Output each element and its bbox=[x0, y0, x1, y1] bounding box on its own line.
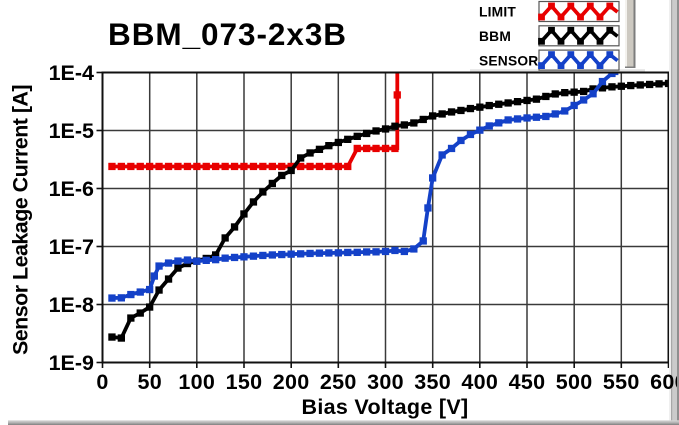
svg-text:600: 600 bbox=[650, 370, 679, 394]
svg-text:SENSOR: SENSOR bbox=[479, 53, 538, 68]
svg-text:1E-6: 1E-6 bbox=[49, 177, 94, 201]
svg-text:Bias Voltage [V]: Bias Voltage [V] bbox=[302, 395, 469, 419]
svg-text:1E-8: 1E-8 bbox=[49, 293, 94, 317]
svg-text:1E-9: 1E-9 bbox=[49, 351, 94, 375]
svg-text:250: 250 bbox=[320, 370, 357, 394]
svg-text:100: 100 bbox=[178, 370, 215, 394]
svg-text:BBM: BBM bbox=[479, 29, 511, 44]
svg-text:350: 350 bbox=[414, 370, 451, 394]
svg-text:400: 400 bbox=[461, 370, 498, 394]
svg-text:Sensor Leakage Current [A]: Sensor Leakage Current [A] bbox=[9, 85, 33, 355]
svg-text:BBM_073-2x3B: BBM_073-2x3B bbox=[108, 16, 347, 52]
svg-text:1E-4: 1E-4 bbox=[49, 61, 94, 85]
svg-text:300: 300 bbox=[367, 370, 404, 394]
svg-text:450: 450 bbox=[509, 370, 546, 394]
svg-text:550: 550 bbox=[603, 370, 640, 394]
svg-text:150: 150 bbox=[226, 370, 263, 394]
svg-text:0: 0 bbox=[96, 370, 108, 394]
svg-text:500: 500 bbox=[556, 370, 593, 394]
svg-text:50: 50 bbox=[137, 370, 162, 394]
svg-text:1E-7: 1E-7 bbox=[49, 235, 94, 259]
svg-text:1E-5: 1E-5 bbox=[49, 119, 94, 143]
svg-text:200: 200 bbox=[273, 370, 310, 394]
svg-text:LIMIT: LIMIT bbox=[479, 5, 516, 20]
